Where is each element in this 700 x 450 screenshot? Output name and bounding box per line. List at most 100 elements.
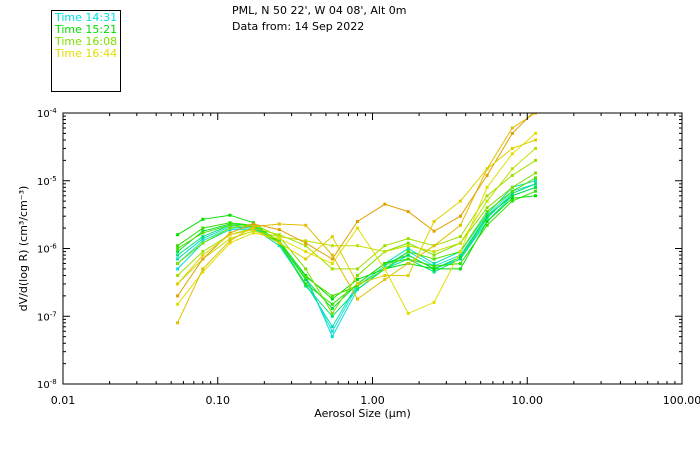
data-point xyxy=(534,113,537,115)
data-point xyxy=(406,210,410,214)
data-point xyxy=(510,196,514,200)
data-point xyxy=(485,199,489,203)
data-point xyxy=(251,229,255,233)
data-point xyxy=(510,199,514,203)
data-point xyxy=(201,217,205,221)
data-point xyxy=(304,282,308,286)
axis-layer: 0.01 0.10 1.00 10.00 100.00 10-8 10-7 10-6 10-5 1… xyxy=(17,107,700,420)
legend: Time 14:31 Time 15:21 Time 16:08 Time 16… xyxy=(51,10,121,92)
series-14 xyxy=(176,109,537,298)
data-point xyxy=(176,294,180,298)
data-point xyxy=(458,199,462,203)
data-point xyxy=(330,297,334,301)
data-point xyxy=(383,277,387,281)
data-point xyxy=(330,335,334,339)
data-point xyxy=(510,152,514,156)
data-point xyxy=(277,241,281,245)
data-point xyxy=(330,262,334,265)
data-point xyxy=(277,235,281,239)
data-point xyxy=(458,235,462,239)
data-point xyxy=(510,191,514,195)
data-point xyxy=(356,297,359,301)
data-point xyxy=(201,231,205,235)
data-point xyxy=(176,282,180,286)
data-point xyxy=(432,220,436,223)
data-point xyxy=(304,241,308,245)
series-line-15 xyxy=(177,139,536,285)
data-point xyxy=(228,231,232,235)
data-point xyxy=(485,210,489,214)
data-point xyxy=(534,146,537,150)
data-point xyxy=(330,257,334,261)
data-point xyxy=(534,194,537,198)
y-tick-label: 10-4 xyxy=(37,107,57,120)
series-line-3 xyxy=(177,180,536,328)
data-point xyxy=(406,257,410,261)
data-point xyxy=(458,250,462,254)
data-point xyxy=(534,189,537,193)
data-point xyxy=(485,194,489,198)
y-tick-label: 10-8 xyxy=(37,378,57,391)
data-point xyxy=(277,244,281,248)
data-point xyxy=(277,222,281,226)
data-point xyxy=(304,244,308,248)
data-point xyxy=(228,226,232,230)
data-point xyxy=(510,194,514,198)
data-point xyxy=(458,223,462,227)
data-point xyxy=(485,167,489,171)
data-point xyxy=(201,237,205,241)
y-tick-label: 10-6 xyxy=(37,243,57,256)
x-tick-label: 10.00 xyxy=(512,394,544,407)
data-point xyxy=(228,239,232,243)
data-point xyxy=(383,202,387,206)
data-point xyxy=(201,239,205,243)
data-point xyxy=(330,302,334,306)
data-point xyxy=(176,274,180,277)
series-2 xyxy=(176,182,537,333)
y-axis-label: dV/d(log R) (cm³/cm⁻³) xyxy=(17,186,30,312)
data-point xyxy=(304,267,308,271)
data-point xyxy=(432,300,436,304)
data-point xyxy=(406,262,410,265)
data-point xyxy=(304,250,308,254)
data-point xyxy=(176,244,180,248)
data-point xyxy=(201,257,205,261)
data-point xyxy=(176,257,180,261)
data-point xyxy=(251,228,255,232)
data-point xyxy=(304,239,308,243)
legend-item-3: Time 16:08 xyxy=(55,35,118,48)
data-point xyxy=(534,171,537,175)
data-point xyxy=(510,185,514,189)
data-point xyxy=(330,235,334,239)
data-point xyxy=(356,226,359,230)
legend-item-2: Time 15:21 xyxy=(55,23,118,36)
data-point xyxy=(534,109,537,112)
data-point xyxy=(277,239,281,243)
x-tick-label: 1.00 xyxy=(360,394,385,407)
data-point xyxy=(458,255,462,259)
x-tick-label: 0.10 xyxy=(206,394,231,407)
data-point xyxy=(356,244,359,248)
data-point xyxy=(432,253,436,257)
data-point xyxy=(485,220,489,223)
data-point xyxy=(406,250,410,254)
data-point xyxy=(201,235,205,239)
data-point xyxy=(176,302,180,306)
date-header: Data from: 14 Sep 2022 xyxy=(232,20,365,33)
data-point xyxy=(534,185,537,189)
data-point xyxy=(201,267,205,271)
data-point xyxy=(356,267,359,271)
data-point xyxy=(356,284,359,288)
data-point xyxy=(251,225,255,229)
data-point xyxy=(330,253,334,257)
series-15 xyxy=(176,138,537,286)
x-axis-label: Aerosol Size (μm) xyxy=(314,407,411,420)
series-line-10 xyxy=(177,159,536,276)
data-point xyxy=(406,237,410,241)
data-point xyxy=(406,244,410,248)
data-point xyxy=(176,250,180,254)
data-point xyxy=(251,222,255,226)
data-point xyxy=(458,262,462,265)
data-point xyxy=(406,274,410,277)
